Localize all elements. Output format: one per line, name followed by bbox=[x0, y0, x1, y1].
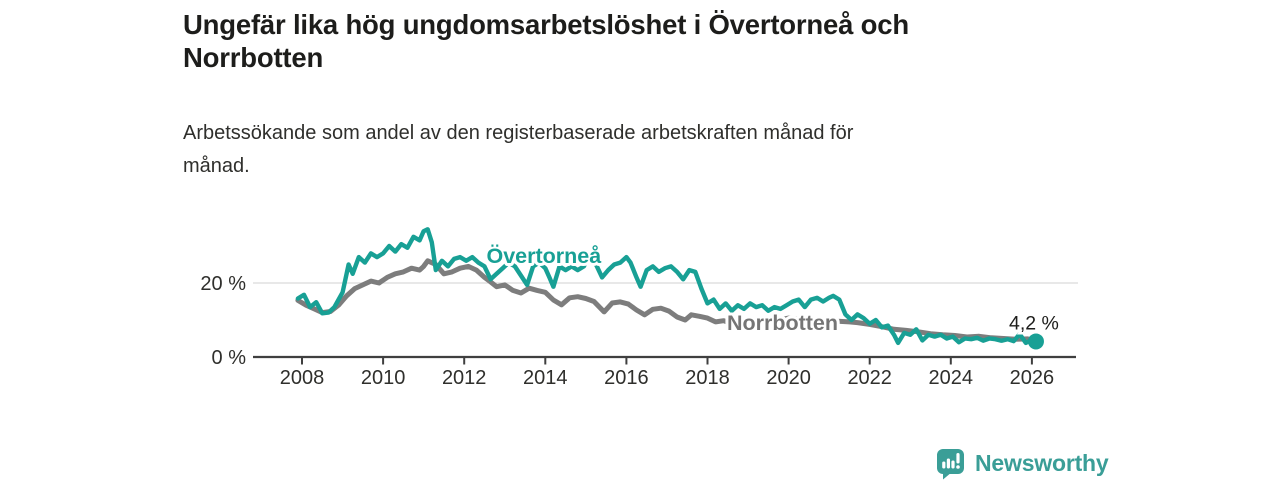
y-axis-tick-label: 0 % bbox=[212, 347, 247, 369]
page-title-line-2: Norrbotten bbox=[183, 42, 324, 73]
x-axis-tick-label: 2014 bbox=[523, 367, 568, 389]
x-axis-tick-label: 2018 bbox=[685, 367, 730, 389]
x-axis-tick-label: 2012 bbox=[442, 367, 487, 389]
series-label-övertorneå: Övertorneå bbox=[487, 243, 603, 268]
newsworthy-speech-bubble-bar-chart-icon bbox=[937, 448, 964, 479]
x-axis-tick-label: 2026 bbox=[1010, 367, 1055, 389]
x-axis-tick-label: 2016 bbox=[604, 367, 649, 389]
chart-subtitle-line-1: Arbetssökande som andel av den registerb… bbox=[183, 122, 854, 144]
x-axis-tick-label: 2020 bbox=[766, 367, 811, 389]
latest-value-annotation: 4,2 % bbox=[1009, 313, 1059, 335]
series-line-norrbotten bbox=[295, 258, 1037, 343]
page-title-line-1: Ungefär lika hög ungdomsarbetslöshet i Ö… bbox=[183, 9, 909, 40]
brand-name: Newsworthy bbox=[975, 449, 1109, 476]
chart-subtitle-line-2: månad. bbox=[183, 155, 250, 177]
newsworthy-brand: Newsworthy bbox=[936, 446, 1109, 480]
x-axis-tick-label: 2008 bbox=[280, 367, 325, 389]
series-line-övertorneå bbox=[295, 227, 1039, 346]
y-axis-tick-label: 20 % bbox=[200, 273, 246, 295]
series-end-dot bbox=[1027, 333, 1044, 350]
x-axis-tick-label: 2024 bbox=[929, 367, 974, 389]
series-label-norrbotten: Norrbotten bbox=[727, 311, 838, 335]
x-axis-tick-label: 2022 bbox=[847, 367, 892, 389]
x-axis-tick-label: 2010 bbox=[361, 367, 406, 389]
